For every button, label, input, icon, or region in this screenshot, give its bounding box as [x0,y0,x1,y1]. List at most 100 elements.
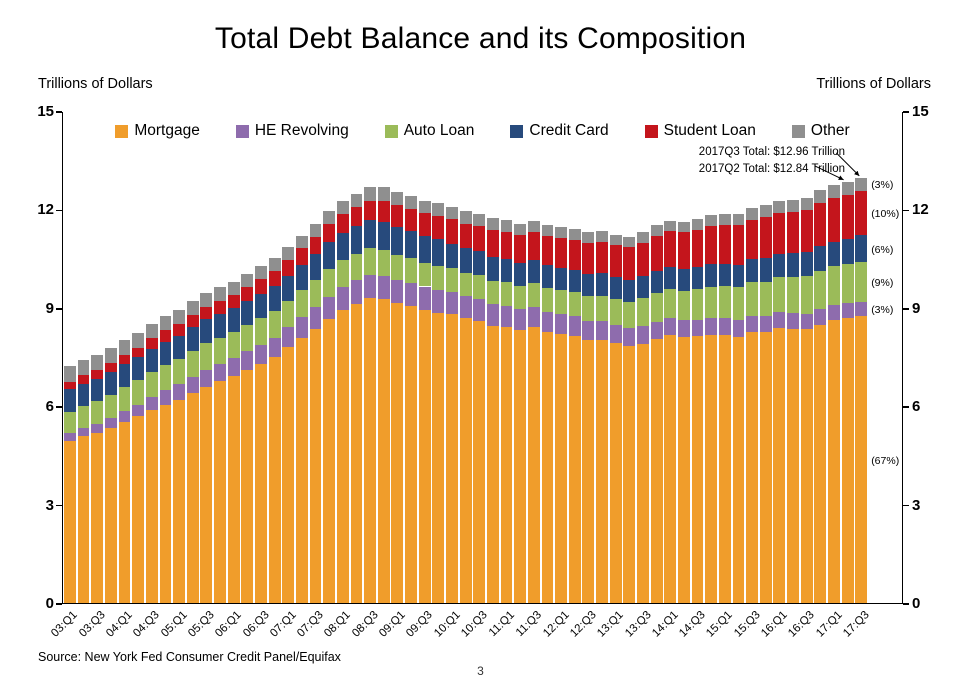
y-tick-right [903,504,909,507]
bar-segment-he-revolving [677,320,690,338]
bar-segment-mortgage [718,335,731,603]
y-axis-label-right: 6 [912,398,921,416]
y-tick-right [903,603,909,605]
bar-segment-credit-card [650,271,663,294]
x-axis-label: 14:Q3 [677,609,708,640]
bar-segment-student-loan [336,214,349,233]
y-axis-label-left: 6 [45,398,54,416]
bar-segment-mortgage [173,399,185,603]
stacked-bar [855,112,868,603]
bar-segment-auto-loan [323,269,336,297]
bar-segment-credit-card [64,389,76,413]
bar-segment-auto-loan [473,275,486,299]
bar-segment-auto-loan [459,272,472,296]
bar-segment-credit-card [555,267,568,291]
y-tick-left [56,603,62,605]
legend-swatch-he-revolving [235,124,249,138]
bar-segment-he-revolving [91,423,104,434]
stacked-bar [336,112,349,603]
stacked-bar [364,112,376,603]
bar-segment-he-revolving [664,317,677,336]
bar-segment-mortgage [323,318,336,603]
bar-segment-other [623,236,636,248]
x-axis-label: 17:Q3 [841,609,872,640]
bar-segment-student-loan [377,200,390,222]
bar-segment-other [664,220,677,232]
x-axis-label: 06:Q3 [240,609,272,640]
bar-segment-credit-card [609,277,622,299]
bar-segment-mortgage [200,386,213,603]
stacked-bar [718,112,731,603]
bar-segment-student-loan [650,235,663,272]
bar-segment-student-loan [309,236,322,255]
segment-percent-label: (6%) [871,243,894,256]
annotation-2017q2-total: 2017Q2 Total: $12.84 Trillion [698,163,845,176]
bar-segment-other [787,199,799,212]
bar-segment-credit-card [350,225,363,254]
segment-percent-label: (3%) [871,303,894,316]
stacked-bar [77,112,90,603]
bar-segment-auto-loan [514,285,527,310]
bar-segment-auto-loan [609,298,622,325]
bar-segment-credit-card [391,227,404,255]
bar-segment-student-loan [473,225,486,252]
bar-segment-auto-loan [664,289,677,318]
bar-segment-other [282,247,295,261]
bar-segment-other [118,340,131,356]
bar-segment-auto-loan [241,324,254,352]
bar-segment-other [405,195,417,210]
bar-segment-mortgage [541,332,554,603]
bar-segment-student-loan [145,338,158,349]
bar-segment-other [486,218,499,231]
stacked-bar [377,112,390,603]
bar-segment-mortgage [568,335,581,603]
bar-segment-student-loan [746,219,759,259]
bar-segment-he-revolving [773,312,786,329]
y-axis-label-right: 3 [912,496,921,514]
x-axis-label: 10:Q3 [458,609,490,640]
bar-segment-mortgage [118,421,131,603]
bar-segment-credit-card [405,231,417,259]
bar-segment-other [555,227,568,239]
bar-segment-other [186,300,199,315]
bar-segment-other [241,273,254,287]
bar-segment-he-revolving [418,286,431,310]
bar-segment-other [828,185,840,198]
x-axis-label: 12:Q3 [568,609,599,640]
bar-segment-other [459,211,472,224]
bar-segment-mortgage [486,325,499,603]
stacked-bar [650,112,663,603]
bar-segment-credit-card [364,220,376,249]
bar-segment-credit-card [186,327,199,351]
bar-segment-mortgage [241,369,254,603]
bar-segment-other [350,194,363,207]
bar-segment-other [773,201,786,213]
bar-segment-auto-loan [295,290,308,317]
chart-title: Total Debt Balance and its Composition [214,22,747,55]
bar-segment-credit-card [500,259,513,283]
bar-segment-he-revolving [623,328,636,346]
bar-segment-student-loan [800,209,813,252]
stacked-bar [746,112,759,603]
bar-segment-other [596,231,608,242]
stacked-bar [555,112,568,603]
bar-segment-mortgage [855,316,868,603]
stacked-bar [814,112,827,603]
bar-segment-student-loan [186,314,199,328]
bar-segment-he-revolving [500,305,513,328]
bar-segment-credit-card [282,276,295,301]
bar-segment-other [473,214,486,226]
bar-segment-he-revolving [732,320,745,337]
bar-segment-credit-card [759,257,772,282]
bar-segment-student-loan [323,223,336,242]
stacked-bar [664,112,677,603]
bar-segment-mortgage [732,336,745,603]
bar-segment-student-loan [828,197,840,242]
x-axis-label: 15:Q3 [731,609,763,640]
y-axis-label-left: 9 [45,299,54,317]
bar-segment-he-revolving [596,321,608,340]
y-tick-right [903,209,909,212]
x-axis-label: 05:Q3 [186,609,217,640]
stacked-bar [759,112,772,603]
bar-segment-auto-loan [118,387,131,411]
